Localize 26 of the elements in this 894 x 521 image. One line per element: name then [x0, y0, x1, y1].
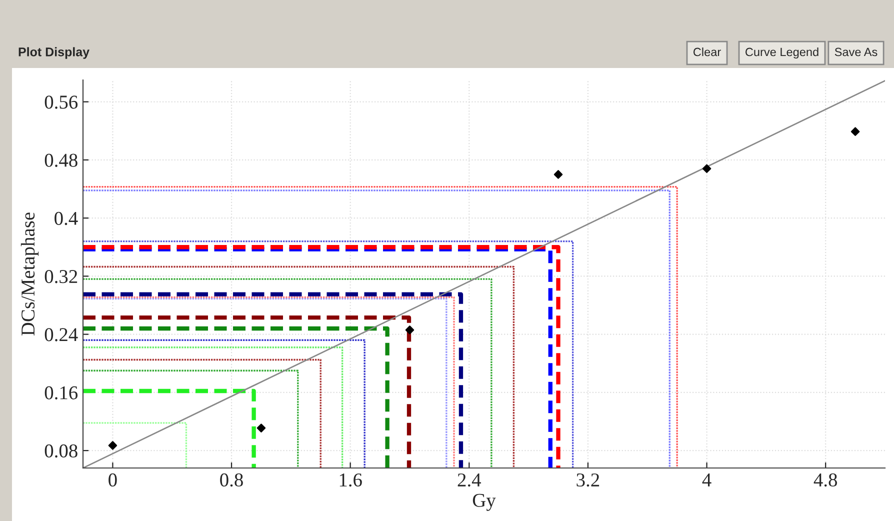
x-tick-label: 4 — [702, 474, 712, 486]
text: Curve Legend — [746, 48, 818, 58]
x-tick-label: 2.4 — [458, 473, 481, 487]
x-tick-label: 3.2 — [576, 473, 600, 487]
point — [554, 170, 563, 179]
y-tick-label: 0.48 — [44, 154, 78, 167]
text: Save As — [834, 48, 878, 56]
point — [850, 127, 860, 136]
x-tick-label: 0.8 — [220, 473, 243, 487]
x-tick-label: 1.6 — [340, 473, 362, 487]
point — [702, 164, 712, 174]
x-tick-label: 4.8 — [814, 473, 838, 487]
x-axis-title: Gy — [472, 494, 496, 511]
point — [405, 326, 414, 334]
y-tick-label: 0.32 — [44, 270, 78, 284]
point — [256, 424, 266, 432]
x-tick-label: 0 — [108, 473, 117, 487]
y-tick-label: 0.24 — [44, 328, 78, 342]
point — [108, 441, 118, 450]
y-tick-label: 0.16 — [44, 386, 78, 400]
text: Clear — [693, 48, 721, 56]
y-tick-label: 0.4 — [54, 212, 78, 226]
y-tick-label: 0.56 — [44, 96, 78, 109]
y-tick-label: 0.08 — [44, 444, 78, 458]
y-axis-title: DCs/Metaphase — [20, 212, 39, 336]
chart-title: Plot Display — [18, 47, 90, 59]
